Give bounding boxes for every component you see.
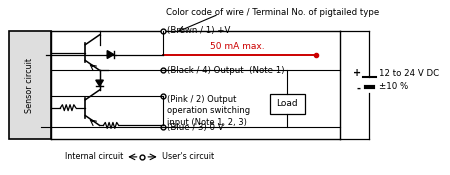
Text: (Blue / 3) 0 V: (Blue / 3) 0 V [167,123,224,132]
Polygon shape [107,51,114,58]
Text: Internal circuit: Internal circuit [65,152,123,161]
Text: (Black / 4) Output  (Note 1): (Black / 4) Output (Note 1) [167,66,285,75]
Bar [270,94,305,114]
Text: 50 mA max.: 50 mA max. [211,42,265,51]
Bar [9,31,51,139]
Text: 12 to 24 V DC
±10 %: 12 to 24 V DC ±10 % [379,69,439,91]
Text: (Pink / 2) Output
operation switching
input (Note 1, 2, 3): (Pink / 2) Output operation switching in… [167,95,250,127]
Text: User's circuit: User's circuit [162,152,214,161]
Text: Load: Load [277,99,298,108]
Text: (Brown / 1) +V: (Brown / 1) +V [167,26,230,35]
Text: +: + [353,68,361,78]
Text: Color code of wire / Terminal No. of pigtailed type: Color code of wire / Terminal No. of pig… [166,8,380,17]
Polygon shape [96,80,104,86]
Text: -: - [357,84,361,94]
Text: Sensor circuit: Sensor circuit [26,58,35,113]
